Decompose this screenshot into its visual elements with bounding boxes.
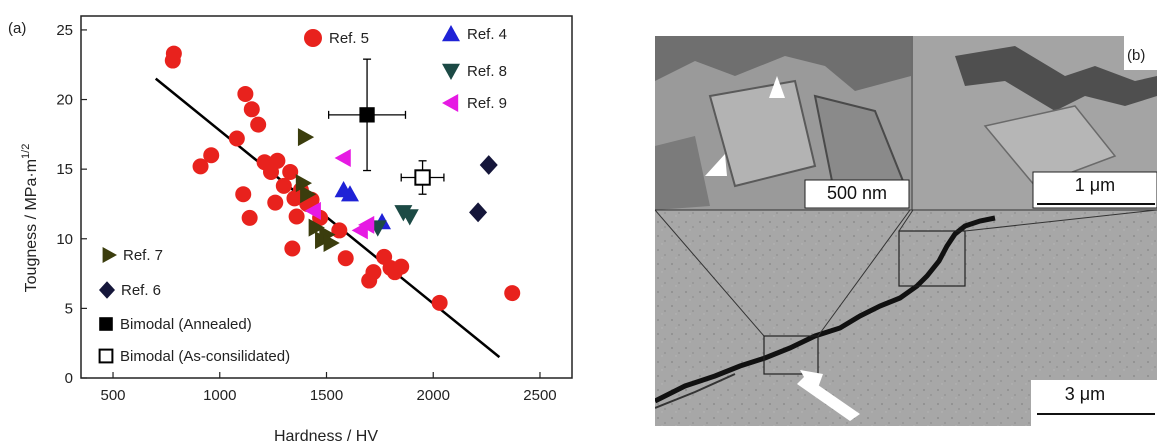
- panel-b-box: [1124, 36, 1157, 70]
- legend-marker-bottom-3: [98, 348, 114, 364]
- legend-label: Bimodal (As-consilidated): [120, 348, 290, 365]
- zoom-line-2: [817, 209, 911, 337]
- point-ref-7: [300, 185, 317, 204]
- y-axis-title-main: Tougness / MPa·m: [23, 159, 40, 292]
- legend-label: Ref. 5: [329, 30, 369, 47]
- scalebar-500nm: 500 nm: [827, 183, 887, 203]
- zoom-line-4: [964, 209, 1157, 232]
- legend-label: Ref. 4: [467, 26, 507, 43]
- legend-marker-3: [442, 94, 459, 112]
- point-bimodal-as-consilidated: [414, 169, 431, 186]
- point-ref-9: [304, 201, 321, 220]
- point-ref-5: [237, 85, 254, 102]
- panel-label-b: (b): [1127, 47, 1145, 64]
- x-axis-title: Hardness / HV: [274, 428, 378, 442]
- point-ref-9: [358, 215, 375, 234]
- point-ref-5: [331, 222, 348, 239]
- panel-label-a: (a): [8, 20, 26, 37]
- point-ref-7: [308, 218, 325, 237]
- inset-arrowhead-2: [705, 154, 727, 176]
- inset-right-grain: [983, 105, 1117, 187]
- legend-label: Ref. 8: [467, 63, 507, 80]
- y-tick-label: 15: [56, 161, 73, 178]
- sem-micrograph: 500 nm (b) 1 μm 3 μm: [655, 36, 1157, 426]
- axes: 500 1000 1500 2000 2500 0 5 10 15 20 25: [56, 22, 556, 404]
- y-tick-label: 10: [56, 231, 73, 248]
- point-ref-6: [479, 155, 498, 175]
- y-axis-title: Tougness / MPa·m1/2: [20, 144, 40, 293]
- x-tick-label: 1000: [203, 387, 236, 404]
- point-ref-7: [297, 128, 315, 147]
- legend-marker-1: [442, 25, 460, 42]
- crack-line: [655, 215, 996, 404]
- legend-marker-2: [442, 63, 460, 80]
- crack-branch: [655, 373, 736, 409]
- point-ref-5: [243, 101, 260, 118]
- zoom-box-small: [763, 335, 819, 375]
- legend-label: Ref. 9: [467, 95, 507, 112]
- point-ref-5: [393, 258, 410, 275]
- data-markers: [164, 45, 521, 311]
- point-ref-5: [337, 250, 354, 267]
- zoom-box-large: [898, 230, 966, 287]
- y-tick-label: 0: [65, 370, 73, 387]
- y-tick-label: 5: [65, 300, 73, 317]
- inset-right-crack: [955, 46, 1157, 111]
- point-ref-5: [431, 294, 448, 311]
- white-arrowhead: [800, 370, 823, 396]
- inset-left-grain: [708, 79, 817, 188]
- point-ref-8: [400, 209, 419, 226]
- scalebar-1um: 1 μm: [1075, 175, 1115, 195]
- x-tick-label: 2500: [523, 387, 556, 404]
- point-ref-5: [269, 152, 286, 169]
- zoom-line-1: [655, 209, 765, 337]
- point-ref-5: [203, 147, 220, 164]
- x-tick-label: 2000: [417, 387, 450, 404]
- inset-left-shadow: [655, 36, 911, 91]
- point-ref-7: [319, 225, 336, 244]
- y-tick-label: 20: [56, 92, 73, 109]
- point-ref-5: [164, 52, 181, 69]
- scalebar-3um: 3 μm: [1065, 384, 1105, 404]
- point-ref-5: [288, 208, 305, 225]
- point-ref-5: [241, 209, 258, 226]
- point-ref-7: [323, 233, 340, 252]
- point-bimodal-annealed: [359, 107, 375, 123]
- scalebar-box-500nm: [804, 179, 910, 209]
- point-ref-5: [250, 116, 267, 133]
- point-ref-5: [267, 194, 284, 211]
- point-ref-6: [469, 202, 488, 223]
- hardness-toughness-chart: (a) 500 1000 1500 2000 2500 0 5 10 15 20 25 Hardne…: [8, 15, 573, 442]
- inset-arrowhead-1: [769, 76, 785, 98]
- legend-marker-bottom-1: [99, 281, 115, 299]
- point-ref-4: [340, 185, 359, 202]
- scalebar-box-1um: [1032, 171, 1157, 209]
- micrograph-image: 500 nm (b) 1 μm 3 μm: [655, 36, 1157, 426]
- zoom-line-3: [898, 209, 914, 232]
- point-ref-5: [275, 177, 292, 194]
- y-axis-title-sup: 1/2: [20, 144, 32, 159]
- y-tick-label: 25: [56, 22, 73, 39]
- point-ref-5: [284, 240, 301, 257]
- legend: Ref. 5 Ref. 4 Ref. 8 Ref. 9 Ref. 7 Ref. 6 Bimo…: [98, 25, 507, 365]
- x-tick-label: 1500: [310, 387, 343, 404]
- scalebar-box-3um: [1031, 380, 1157, 426]
- legend-marker-0: [304, 29, 322, 47]
- point-ref-5: [365, 264, 382, 281]
- legend-marker-bottom-2: [99, 317, 113, 331]
- point-ref-5: [235, 186, 252, 203]
- point-ref-5: [228, 130, 245, 147]
- inset-left-grain-3: [655, 136, 710, 210]
- legend-marker-bottom-0: [102, 247, 117, 263]
- x-tick-label: 500: [101, 387, 126, 404]
- point-ref-7: [295, 174, 313, 193]
- point-ref-5: [282, 163, 299, 180]
- legend-label: Ref. 6: [121, 282, 161, 299]
- point-ref-9: [334, 149, 351, 168]
- point-ref-5: [504, 285, 521, 302]
- legend-label: Bimodal (Annealed): [120, 316, 252, 333]
- point-ref-5: [192, 158, 209, 175]
- legend-label: Ref. 7: [123, 247, 163, 264]
